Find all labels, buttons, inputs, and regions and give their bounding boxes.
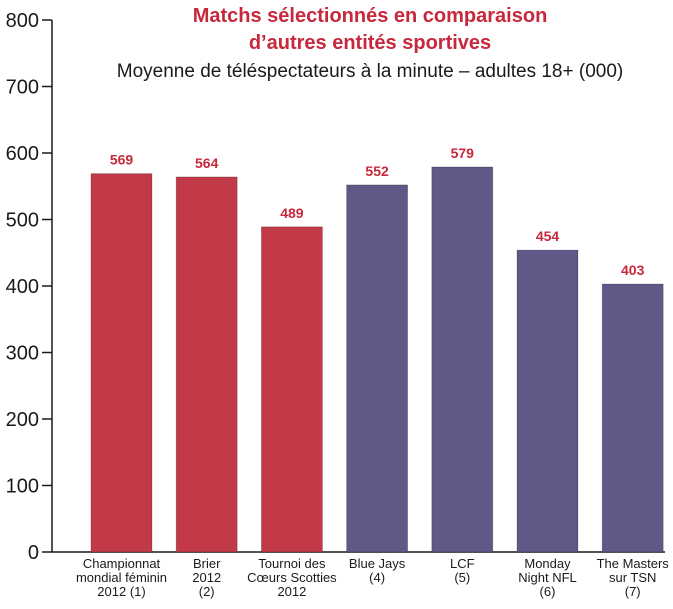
y-tick-label: 0 [28, 542, 39, 564]
y-axis: 0 100 200 300 400 500 600 700 800 [6, 10, 665, 564]
bar [431, 166, 494, 553]
bar-value-label: 489 [280, 205, 304, 221]
chart-title-line: d’autres entités sportives [249, 32, 491, 54]
category-labels: Championnat mondial féminin 2012 (1) Brier 2… [76, 556, 669, 599]
category-label: LCF (5) [450, 556, 475, 585]
chart-title: Matchs sélectionnés en comparaison d’autr… [193, 5, 548, 54]
category-label: The Masters sur TSN (7) [597, 556, 670, 599]
bar [346, 184, 409, 553]
y-tick-label: 200 [6, 409, 39, 431]
bar-value-label: 569 [110, 152, 134, 168]
y-tick-label: 100 [6, 476, 39, 498]
category-label: Championnat mondial féminin 2012 (1) [76, 556, 167, 599]
bar [175, 176, 238, 553]
value-labels: 569 564 489 552 579 454 403 [110, 145, 645, 278]
category-label: Tournoi des Cœurs Scotties 2012 [247, 556, 337, 599]
bar-value-label: 579 [451, 145, 475, 161]
category-label: Brier 2012 (2) [192, 556, 221, 599]
bar-value-label: 552 [365, 163, 389, 179]
bar-value-label: 454 [536, 228, 560, 244]
y-tick-label: 300 [6, 343, 39, 365]
bar-value-label: 403 [621, 262, 645, 278]
chart-title-line: Matchs sélectionnés en comparaison [193, 5, 548, 27]
bar-value-label: 564 [195, 155, 219, 171]
y-tick-label: 500 [6, 210, 39, 232]
y-tick-label: 800 [6, 10, 39, 32]
chart-subtitle: Moyenne de téléspectateurs à la minute –… [117, 61, 623, 82]
category-label: Blue Jays (4) [349, 556, 406, 585]
y-tick-label: 600 [6, 143, 39, 165]
bar [516, 249, 579, 553]
bars [90, 166, 664, 553]
bar [90, 173, 153, 553]
y-tick-label: 700 [6, 77, 39, 99]
bar [601, 283, 664, 553]
category-label: Monday Night NFL (6) [518, 556, 577, 599]
bar [260, 226, 323, 553]
y-tick-label: 400 [6, 276, 39, 298]
